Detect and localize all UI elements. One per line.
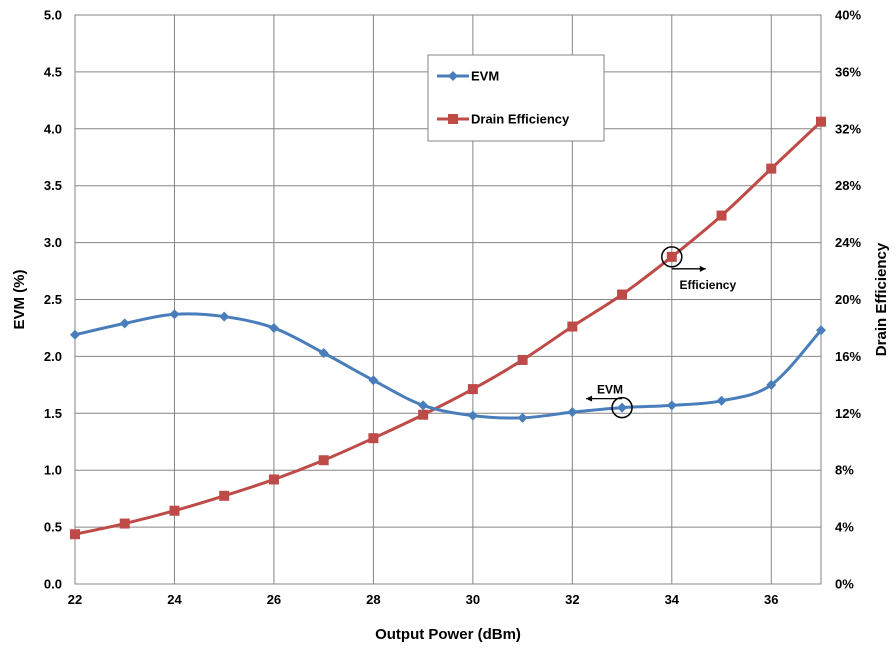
x-tick-label: 34	[665, 592, 680, 607]
data-point	[268, 322, 279, 333]
series-evm	[70, 309, 826, 423]
annotation-circle	[661, 246, 683, 268]
y-axis-label: EVM (%)	[11, 269, 28, 329]
y2-tick-label: 4%	[835, 520, 854, 535]
y2-tick-label: 40%	[835, 8, 861, 23]
y2-tick-label: 20%	[835, 292, 861, 307]
data-point	[517, 412, 528, 423]
legend-item: Drain Efficiency	[437, 112, 570, 127]
x-tick-label: 30	[466, 592, 480, 607]
data-point	[467, 410, 478, 421]
y2-tick-label: 16%	[835, 349, 861, 364]
data-point	[70, 529, 80, 540]
data-point	[368, 375, 379, 386]
annotation-arrowhead	[699, 265, 706, 272]
series-line	[74, 312, 823, 420]
x-axis-ticks: 22 24 26 28 30 32 34 36	[68, 592, 779, 607]
y2-tick-label: 12%	[835, 406, 861, 421]
y-tick-label: 2.5	[44, 292, 62, 307]
data-point	[268, 474, 279, 485]
data-point	[219, 311, 230, 322]
x-tick-label: 32	[565, 592, 579, 607]
data-point	[418, 409, 429, 420]
data-point	[119, 318, 130, 329]
series-line	[74, 120, 823, 536]
y-tick-label: 1.0	[44, 463, 62, 478]
y-tick-label: 0.5	[44, 520, 62, 535]
data-point	[617, 402, 628, 413]
data-point	[368, 433, 379, 444]
data-point	[816, 116, 826, 127]
data-point	[567, 407, 578, 418]
y-tick-label: 3.5	[44, 178, 62, 193]
y2-axis-label: Drain Efficiency	[873, 242, 890, 356]
x-tick-label: 28	[366, 592, 380, 607]
y2-tick-label: 24%	[835, 235, 861, 250]
y-tick-label: 1.5	[44, 406, 62, 421]
data-point	[418, 400, 429, 411]
annotations: Efficiency EVM	[586, 246, 736, 419]
data-point	[70, 329, 80, 340]
series-layer	[70, 116, 826, 540]
legend-marker	[448, 71, 458, 81]
data-point	[666, 400, 677, 411]
data-point	[318, 455, 329, 466]
data-point	[816, 325, 826, 336]
y2-tick-label: 0%	[835, 577, 854, 592]
data-point	[617, 289, 628, 300]
data-point	[219, 490, 230, 501]
y2-axis-ticks: 0% 4% 8% 12% 16% 20% 24% 28% 32% 36% 40%	[835, 8, 861, 592]
annotation-label: EVM	[597, 383, 623, 397]
y-axis-ticks: 0.0 0.5 1.0 1.5 2.0 2.5 3.0 3.5 4.0 4.5 5.0	[44, 8, 62, 592]
x-tick-label: 24	[167, 592, 182, 607]
y-tick-label: 5.0	[44, 8, 62, 23]
annotation-efficiency: Efficiency	[661, 246, 736, 292]
data-point	[169, 309, 180, 320]
annotation-evm: EVM	[586, 383, 633, 419]
annotation-circle	[611, 396, 633, 419]
legend-item: EVM	[437, 69, 499, 84]
data-point	[766, 379, 777, 390]
y2-tick-label: 36%	[835, 64, 861, 79]
y2-tick-label: 8%	[835, 463, 854, 478]
data-point	[517, 354, 528, 365]
data-point	[467, 384, 478, 395]
x-tick-label: 26	[267, 592, 281, 607]
legend-label: Drain Efficiency	[471, 112, 570, 127]
legend-label: EVM	[471, 69, 499, 84]
y2-tick-label: 32%	[835, 121, 861, 136]
y-tick-label: 2.0	[44, 349, 62, 364]
data-point	[666, 251, 677, 262]
data-point	[567, 321, 578, 332]
x-tick-label: 36	[764, 592, 778, 607]
annotation-label: Efficiency	[679, 278, 736, 292]
data-point	[318, 347, 329, 358]
plot-area-border	[74, 14, 822, 585]
y-tick-label: 4.0	[44, 121, 62, 136]
data-point	[766, 163, 777, 174]
y-tick-label: 0.0	[44, 577, 62, 592]
data-point	[169, 505, 180, 516]
legend: EVM Drain Efficiency	[427, 54, 605, 142]
data-point	[119, 518, 130, 529]
y-tick-label: 3.0	[44, 235, 62, 250]
y2-tick-label: 28%	[835, 178, 861, 193]
y-tick-label: 4.5	[44, 64, 62, 79]
data-point	[716, 395, 727, 406]
legend-marker	[448, 114, 458, 124]
x-tick-label: 22	[68, 592, 82, 607]
annotation-arrowhead	[586, 395, 593, 402]
data-point	[716, 210, 727, 221]
legend-box	[427, 54, 605, 142]
series-drain-efficiency	[70, 116, 826, 540]
x-axis-label: Output Power (dBm)	[375, 626, 521, 643]
